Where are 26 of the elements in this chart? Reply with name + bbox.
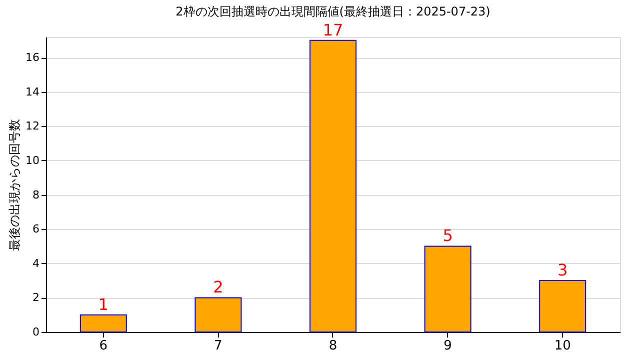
y-tick-label: 8 <box>32 188 40 202</box>
data-label: 1 <box>98 294 108 314</box>
chart-title: 2枠の次回抽選時の出現間隔値(最終抽選日：2025-07-23) <box>176 4 490 18</box>
x-tick-label: 6 <box>99 338 108 354</box>
y-axis-title: 最後の出現からの回号数 <box>8 119 22 251</box>
y-tick-label: 10 <box>26 154 40 167</box>
bar <box>194 297 242 332</box>
x-tick-label: 9 <box>444 338 452 354</box>
bar <box>539 280 586 332</box>
y-tick-label: 12 <box>26 120 40 133</box>
x-tick-label: 10 <box>554 338 571 354</box>
y-tick-label: 16 <box>26 51 40 64</box>
y-tick-label: 0 <box>32 326 40 338</box>
data-label: 3 <box>558 260 568 280</box>
x-tick-label: 7 <box>214 338 222 354</box>
data-label: 17 <box>322 20 344 40</box>
bar <box>424 246 472 332</box>
y-tick-label: 6 <box>32 222 40 236</box>
bar <box>310 40 356 332</box>
bar <box>80 314 127 332</box>
y-tick-label: 4 <box>32 256 40 270</box>
data-label: 5 <box>442 226 453 246</box>
y-tick-label: 2 <box>32 291 40 304</box>
data-label: 2 <box>213 278 224 297</box>
x-tick-label: 8 <box>328 338 338 354</box>
y-tick-label: 14 <box>26 85 40 98</box>
